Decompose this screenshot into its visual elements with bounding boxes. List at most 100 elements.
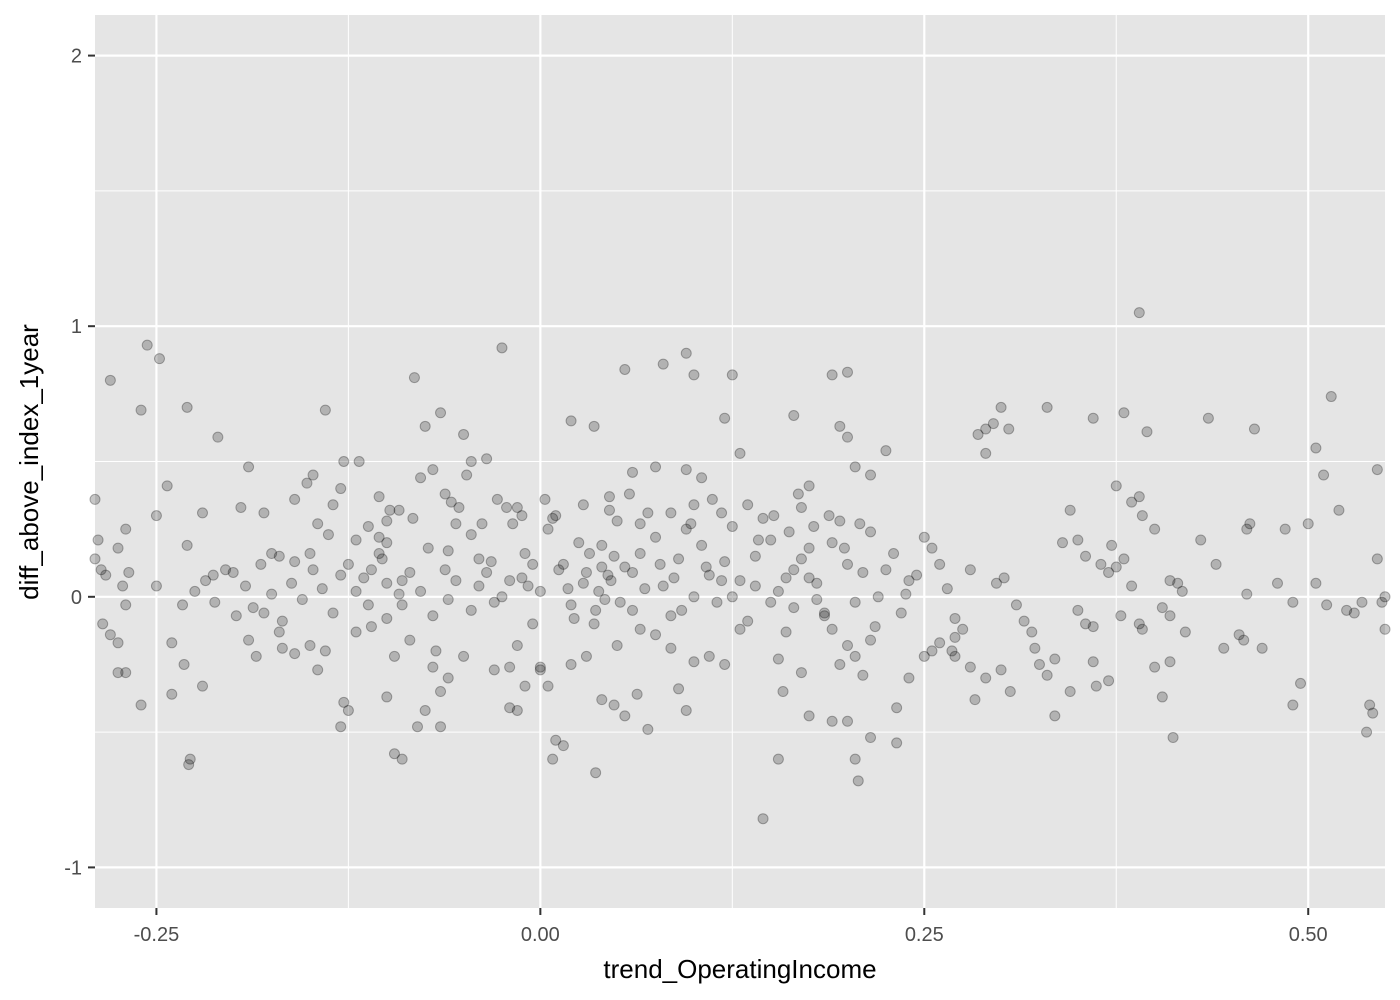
data-point xyxy=(869,621,881,633)
data-point xyxy=(154,353,165,365)
data-point xyxy=(181,539,193,551)
data-point xyxy=(207,569,219,581)
data-point xyxy=(627,566,638,578)
data-point xyxy=(680,523,692,535)
data-point xyxy=(639,583,651,595)
data-point xyxy=(120,667,132,679)
data-point xyxy=(396,575,408,587)
data-point xyxy=(112,667,124,679)
data-point xyxy=(496,342,508,354)
data-point xyxy=(650,531,662,543)
data-point xyxy=(445,496,457,508)
data-point xyxy=(688,499,700,511)
data-point xyxy=(826,537,838,549)
data-point xyxy=(596,561,608,573)
data-point xyxy=(611,640,623,652)
data-point xyxy=(857,566,869,578)
data-point xyxy=(734,623,746,635)
data-point xyxy=(1272,577,1283,589)
data-point xyxy=(903,672,915,684)
data-point xyxy=(227,566,239,578)
data-point xyxy=(627,466,638,478)
data-point xyxy=(1202,412,1214,424)
data-point xyxy=(301,477,313,489)
data-point xyxy=(1318,469,1330,481)
data-point xyxy=(1057,537,1068,549)
data-point xyxy=(803,710,815,722)
data-point xyxy=(865,732,877,744)
data-point xyxy=(634,518,646,530)
data-point xyxy=(673,683,685,695)
data-point xyxy=(980,672,992,684)
data-point xyxy=(376,553,388,565)
data-point xyxy=(342,558,354,570)
data-point xyxy=(220,564,232,576)
data-point xyxy=(534,585,546,597)
data-point xyxy=(590,604,602,616)
data-point xyxy=(289,493,301,505)
data-point xyxy=(539,493,551,505)
data-point xyxy=(949,631,961,643)
data-point xyxy=(608,550,620,562)
data-point xyxy=(834,658,846,670)
data-point xyxy=(519,680,531,692)
data-point xyxy=(177,599,189,611)
data-point xyxy=(1136,623,1148,635)
y-tick-label: 2 xyxy=(71,46,82,68)
data-point xyxy=(415,585,427,597)
data-point xyxy=(696,539,708,551)
data-point xyxy=(322,529,334,541)
data-point xyxy=(1310,577,1322,589)
data-point xyxy=(588,618,600,630)
data-point xyxy=(1110,480,1122,492)
data-point xyxy=(808,520,820,532)
data-point xyxy=(1367,707,1379,719)
data-point xyxy=(719,556,731,568)
data-point xyxy=(1295,677,1307,689)
data-points xyxy=(89,307,1391,825)
data-point xyxy=(852,775,864,787)
data-point xyxy=(266,588,278,600)
data-point xyxy=(1080,618,1092,630)
data-point xyxy=(516,572,528,584)
data-point xyxy=(430,645,442,657)
data-point xyxy=(240,580,251,592)
data-point xyxy=(580,650,592,662)
data-point xyxy=(373,531,385,543)
data-point xyxy=(381,537,393,549)
data-point xyxy=(849,650,861,662)
data-point xyxy=(826,715,838,727)
data-point xyxy=(865,469,877,481)
data-point xyxy=(120,599,132,611)
data-point xyxy=(150,580,162,592)
data-point xyxy=(181,401,193,413)
data-point xyxy=(422,542,434,554)
data-point xyxy=(289,648,301,660)
data-point xyxy=(842,640,853,652)
data-point xyxy=(534,661,546,673)
data-point xyxy=(623,488,635,500)
data-point xyxy=(388,650,400,662)
data-point xyxy=(1248,423,1260,435)
data-point xyxy=(680,464,692,476)
data-point xyxy=(900,588,912,600)
data-point xyxy=(496,591,508,603)
data-point xyxy=(972,428,984,440)
data-point xyxy=(415,472,427,484)
data-point xyxy=(458,428,470,440)
data-point xyxy=(504,702,516,714)
data-point xyxy=(442,672,454,684)
data-point xyxy=(1126,496,1138,508)
data-point xyxy=(619,363,631,375)
data-point xyxy=(650,461,662,473)
data-point xyxy=(296,594,308,606)
data-point xyxy=(412,721,423,733)
data-point xyxy=(619,710,631,722)
data-point xyxy=(120,523,132,535)
data-point xyxy=(319,645,331,657)
data-point xyxy=(1379,591,1391,603)
data-point xyxy=(527,618,539,630)
data-point xyxy=(307,564,319,576)
x-tick-label: 0.00 xyxy=(521,924,560,946)
